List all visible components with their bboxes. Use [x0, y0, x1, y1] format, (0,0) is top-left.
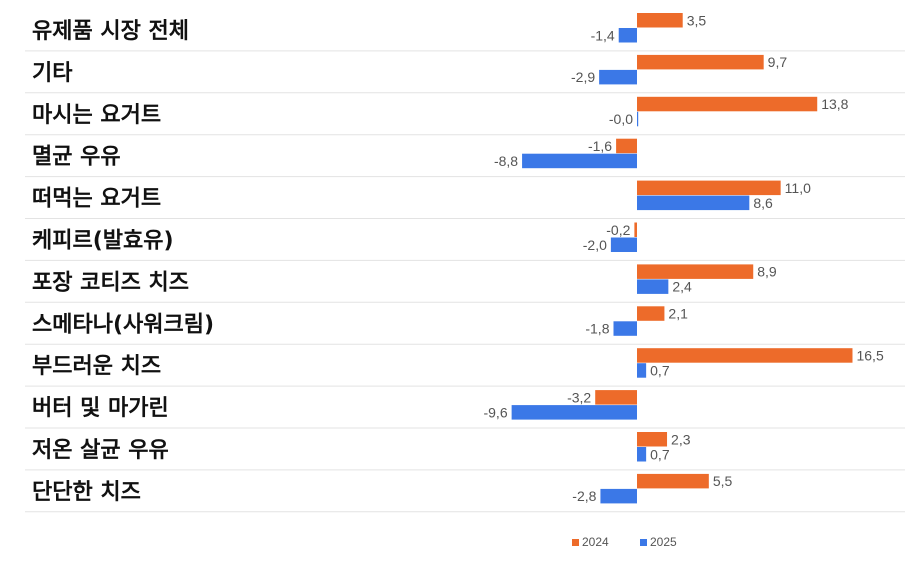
data-label: -8,8	[494, 153, 518, 169]
data-label: 5,5	[713, 473, 733, 489]
bar-2025-0	[618, 28, 637, 43]
bar-2025-6	[637, 279, 669, 294]
data-label: 8,9	[757, 264, 777, 280]
category-label: 멸균 우유	[32, 145, 121, 170]
bar-2025-11	[600, 488, 637, 504]
legend-label: 2025	[650, 535, 677, 549]
category-label: 마시는 요거트	[32, 103, 161, 128]
data-label: -2,0	[583, 237, 607, 253]
category-label: 케피르(발효유)	[32, 228, 174, 253]
bar-2025-8	[637, 363, 647, 378]
category-label: 부드러운 치즈	[32, 354, 161, 379]
data-label: 16,5	[856, 347, 883, 363]
data-label: -3,2	[567, 389, 591, 405]
data-label: -1,4	[591, 27, 615, 43]
bar-2025-9	[511, 405, 637, 420]
bar-2025-7	[613, 321, 637, 336]
bar-2024-6	[637, 264, 754, 279]
data-label: -2,8	[572, 488, 596, 504]
data-label: 2,3	[671, 431, 691, 447]
bar-2024-10	[637, 432, 668, 447]
legend: 2024 2025	[572, 535, 677, 549]
bar-2024-8	[637, 348, 853, 363]
data-label: -2,9	[571, 69, 595, 85]
row-grid	[25, 50, 905, 513]
bar-2024-1	[637, 54, 764, 70]
bar-2025-1	[599, 69, 637, 85]
bar-2025-5	[610, 237, 637, 252]
legend-label: 2024	[582, 535, 609, 549]
category-label: 스메타나(사워크림)	[32, 312, 214, 337]
bar-2025-3	[522, 153, 637, 169]
bar-2024-9	[595, 390, 637, 405]
data-label: 8,6	[753, 195, 773, 211]
data-label: -9,6	[483, 404, 507, 420]
bar-2024-4	[637, 180, 781, 196]
bar-2025-2	[637, 111, 639, 127]
category-label: 포장 코티즈 치즈	[32, 270, 189, 295]
bars: 3,5 -1,4 9,7 -2,9 13,8 -0,0 -1,6 -8,8 11,0 8,6 -0,…	[483, 12, 883, 504]
bar-2024-2	[637, 96, 818, 112]
data-label: 2,1	[668, 306, 688, 322]
category-label: 버터 및 마가린	[32, 396, 169, 421]
bar-2024-3	[616, 138, 637, 154]
bar-2024-7	[637, 306, 665, 321]
data-label: 0,7	[650, 362, 670, 378]
data-label: 0,7	[650, 446, 670, 462]
data-label: -0,2	[606, 222, 630, 238]
category-label: 유제품 시장 전체	[32, 19, 189, 44]
data-label: 13,8	[821, 96, 848, 112]
category-label: 저온 살균 우유	[32, 438, 169, 463]
legend-swatch-2025	[640, 539, 647, 546]
data-label: 9,7	[768, 54, 788, 70]
bar-2024-11	[637, 473, 709, 489]
legend-swatch-2024	[572, 539, 579, 546]
data-label: -0,0	[609, 111, 633, 127]
data-label: -1,8	[585, 321, 609, 337]
data-label: 3,5	[687, 12, 707, 28]
data-label: 2,4	[672, 279, 692, 295]
bar-2024-0	[637, 13, 683, 28]
bar-2024-5	[634, 222, 637, 237]
bar-2025-4	[637, 195, 750, 211]
category-label: 떠먹는 요거트	[32, 187, 161, 212]
data-label: 11,0	[785, 180, 811, 196]
category-label: 기타	[32, 61, 73, 86]
category-label: 단단한 치즈	[32, 480, 141, 505]
data-label: -1,6	[588, 138, 612, 154]
bar-2025-10	[637, 447, 647, 462]
